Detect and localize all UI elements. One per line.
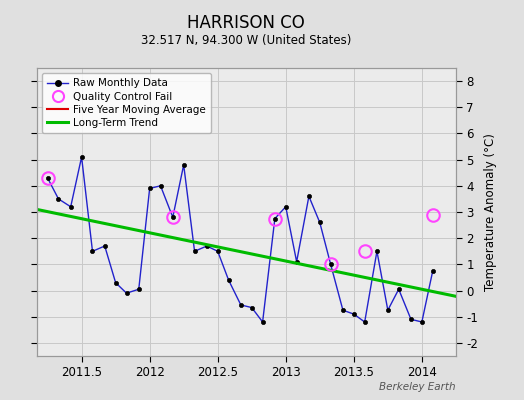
Text: 32.517 N, 94.300 W (United States): 32.517 N, 94.300 W (United States) (141, 34, 352, 47)
Y-axis label: Temperature Anomaly (°C): Temperature Anomaly (°C) (484, 133, 497, 291)
Text: HARRISON CO: HARRISON CO (188, 14, 305, 32)
Legend: Raw Monthly Data, Quality Control Fail, Five Year Moving Average, Long-Term Tren: Raw Monthly Data, Quality Control Fail, … (42, 73, 211, 133)
Text: Berkeley Earth: Berkeley Earth (379, 382, 456, 392)
